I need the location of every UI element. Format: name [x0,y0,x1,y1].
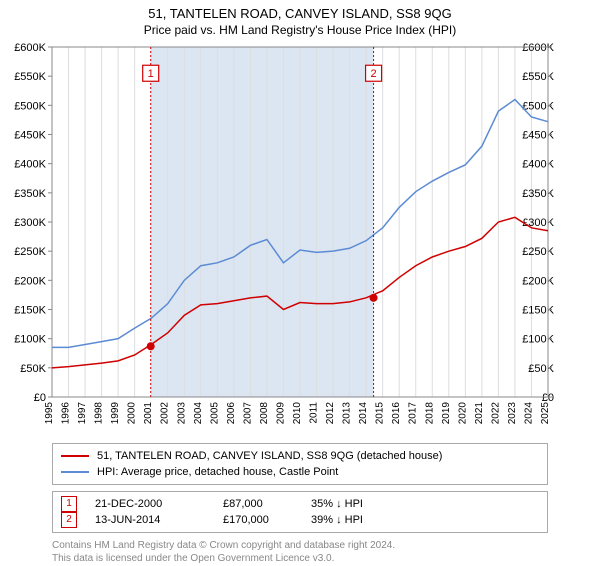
svg-text:2019: 2019 [441,402,452,425]
svg-text:£250K: £250K [14,246,46,258]
svg-text:2010: 2010 [292,402,303,425]
svg-text:2004: 2004 [193,402,204,425]
svg-text:£450K: £450K [14,130,46,142]
legend-swatch [61,471,89,473]
svg-text:2001: 2001 [143,402,154,425]
svg-text:£400K: £400K [14,159,46,171]
svg-text:£550K: £550K [522,71,554,83]
svg-text:2023: 2023 [507,402,518,425]
svg-text:£0: £0 [34,392,46,404]
svg-text:£550K: £550K [14,71,46,83]
svg-text:£350K: £350K [14,188,46,200]
sale-date: 21-DEC-2000 [95,496,215,512]
sales-table: 1 21-DEC-2000 £87,000 35% ↓ HPI 2 13-JUN… [52,491,548,533]
legend: 51, TANTELEN ROAD, CANVEY ISLAND, SS8 9Q… [52,443,548,485]
svg-text:£300K: £300K [14,217,46,229]
svg-text:£300K: £300K [522,217,554,229]
svg-text:£250K: £250K [522,246,554,258]
svg-text:£500K: £500K [14,100,46,112]
svg-text:2015: 2015 [375,402,386,425]
svg-text:2017: 2017 [408,402,419,425]
legend-label: 51, TANTELEN ROAD, CANVEY ISLAND, SS8 9Q… [97,448,442,464]
sale-price: £170,000 [223,512,303,528]
svg-text:2022: 2022 [490,402,501,425]
sale-price: £87,000 [223,496,303,512]
svg-text:2007: 2007 [242,402,253,425]
svg-text:1995: 1995 [44,402,55,425]
sale-delta: 35% ↓ HPI [311,496,411,512]
svg-text:2016: 2016 [391,402,402,425]
svg-text:2020: 2020 [457,402,468,425]
svg-text:2012: 2012 [325,402,336,425]
svg-text:2011: 2011 [309,402,320,424]
svg-text:1996: 1996 [61,402,72,425]
svg-text:2006: 2006 [226,402,237,425]
marker-ref-icon: 2 [61,512,77,528]
svg-text:2002: 2002 [160,402,171,425]
svg-text:1: 1 [148,68,154,80]
svg-text:£450K: £450K [522,130,554,142]
footer-line: This data is licensed under the Open Gov… [52,552,548,565]
svg-text:2005: 2005 [209,402,220,425]
chart-svg: 1995 1996 1997 1998 1999 2000 2001 2002 2003 2004… [0,37,600,437]
svg-text:£100K: £100K [14,334,46,346]
svg-text:£600K: £600K [522,42,554,54]
svg-text:2003: 2003 [176,402,187,425]
chart-area: 1995 1996 1997 1998 1999 2000 2001 2002 2003 2004… [0,37,600,437]
chart-subtitle: Price paid vs. HM Land Registry's House … [0,23,600,37]
legend-row: 51, TANTELEN ROAD, CANVEY ISLAND, SS8 9Q… [61,448,539,464]
svg-text:£500K: £500K [522,100,554,112]
svg-text:1997: 1997 [77,402,88,425]
svg-text:2009: 2009 [275,402,286,425]
chart-title: 51, TANTELEN ROAD, CANVEY ISLAND, SS8 9Q… [0,6,600,21]
svg-text:2021: 2021 [474,402,485,425]
svg-text:£350K: £350K [522,188,554,200]
svg-text:1998: 1998 [94,402,105,425]
svg-text:2000: 2000 [127,402,138,425]
table-row: 2 13-JUN-2014 £170,000 39% ↓ HPI [61,512,539,528]
svg-text:£50K: £50K [20,363,46,375]
svg-text:1999: 1999 [110,402,121,425]
sale-date: 13-JUN-2014 [95,512,215,528]
svg-text:2018: 2018 [424,402,435,425]
svg-text:£50K: £50K [528,363,554,375]
svg-text:£150K: £150K [14,305,46,317]
svg-text:2024: 2024 [523,402,534,425]
svg-text:£200K: £200K [522,275,554,287]
svg-text:£600K: £600K [14,42,46,54]
sale-delta: 39% ↓ HPI [311,512,411,528]
legend-row: HPI: Average price, detached house, Cast… [61,464,539,480]
svg-text:£150K: £150K [522,305,554,317]
table-row: 1 21-DEC-2000 £87,000 35% ↓ HPI [61,496,539,512]
svg-text:£100K: £100K [522,334,554,346]
svg-text:2014: 2014 [358,402,369,425]
svg-text:£200K: £200K [14,275,46,287]
legend-label: HPI: Average price, detached house, Cast… [97,464,338,480]
legend-swatch [61,455,89,457]
footer-line: Contains HM Land Registry data © Crown c… [52,539,548,552]
footer: Contains HM Land Registry data © Crown c… [52,539,548,565]
svg-text:£400K: £400K [522,159,554,171]
svg-text:2: 2 [371,68,377,80]
marker-ref-icon: 1 [61,496,77,512]
svg-text:2008: 2008 [259,402,270,425]
svg-text:2025: 2025 [540,402,551,425]
svg-text:2013: 2013 [342,402,353,425]
